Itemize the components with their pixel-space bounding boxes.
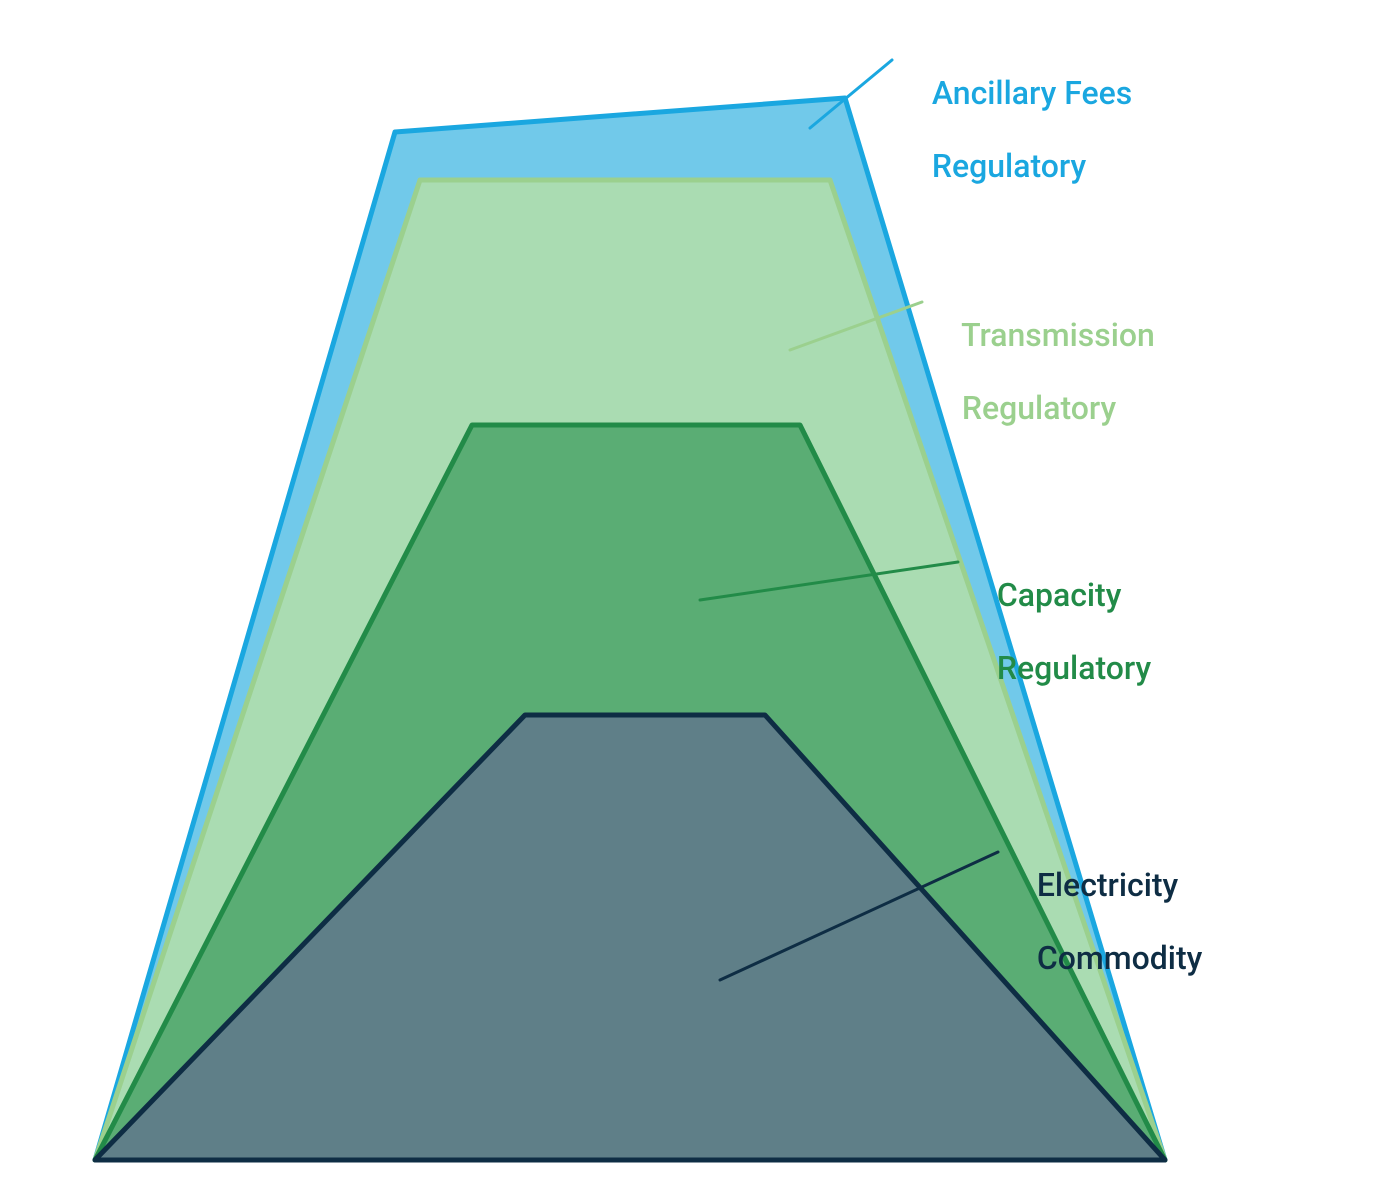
layer-svg [0,0,1400,1200]
label-electricity-line1: Electricity [1037,866,1178,904]
label-ancillary-fees: Ancillary Fees Regulatory [900,38,1132,222]
label-capacity-line2: Regulatory [997,649,1151,687]
label-transmission: Transmission Regulatory [930,280,1155,464]
label-capacity: Capacity Regulatory [965,540,1151,724]
label-ancillary-line1: Ancillary Fees [932,74,1132,112]
label-transmission-line1: Transmission [961,316,1155,354]
label-electricity-line2: Commodity [1037,939,1202,977]
label-ancillary-line2: Regulatory [932,147,1086,185]
label-transmission-line2: Regulatory [962,389,1116,427]
label-electricity: Electricity Commodity [1005,830,1202,1014]
label-capacity-line1: Capacity [997,576,1122,614]
diagram-stage: Ancillary Fees Regulatory Transmission R… [0,0,1400,1200]
